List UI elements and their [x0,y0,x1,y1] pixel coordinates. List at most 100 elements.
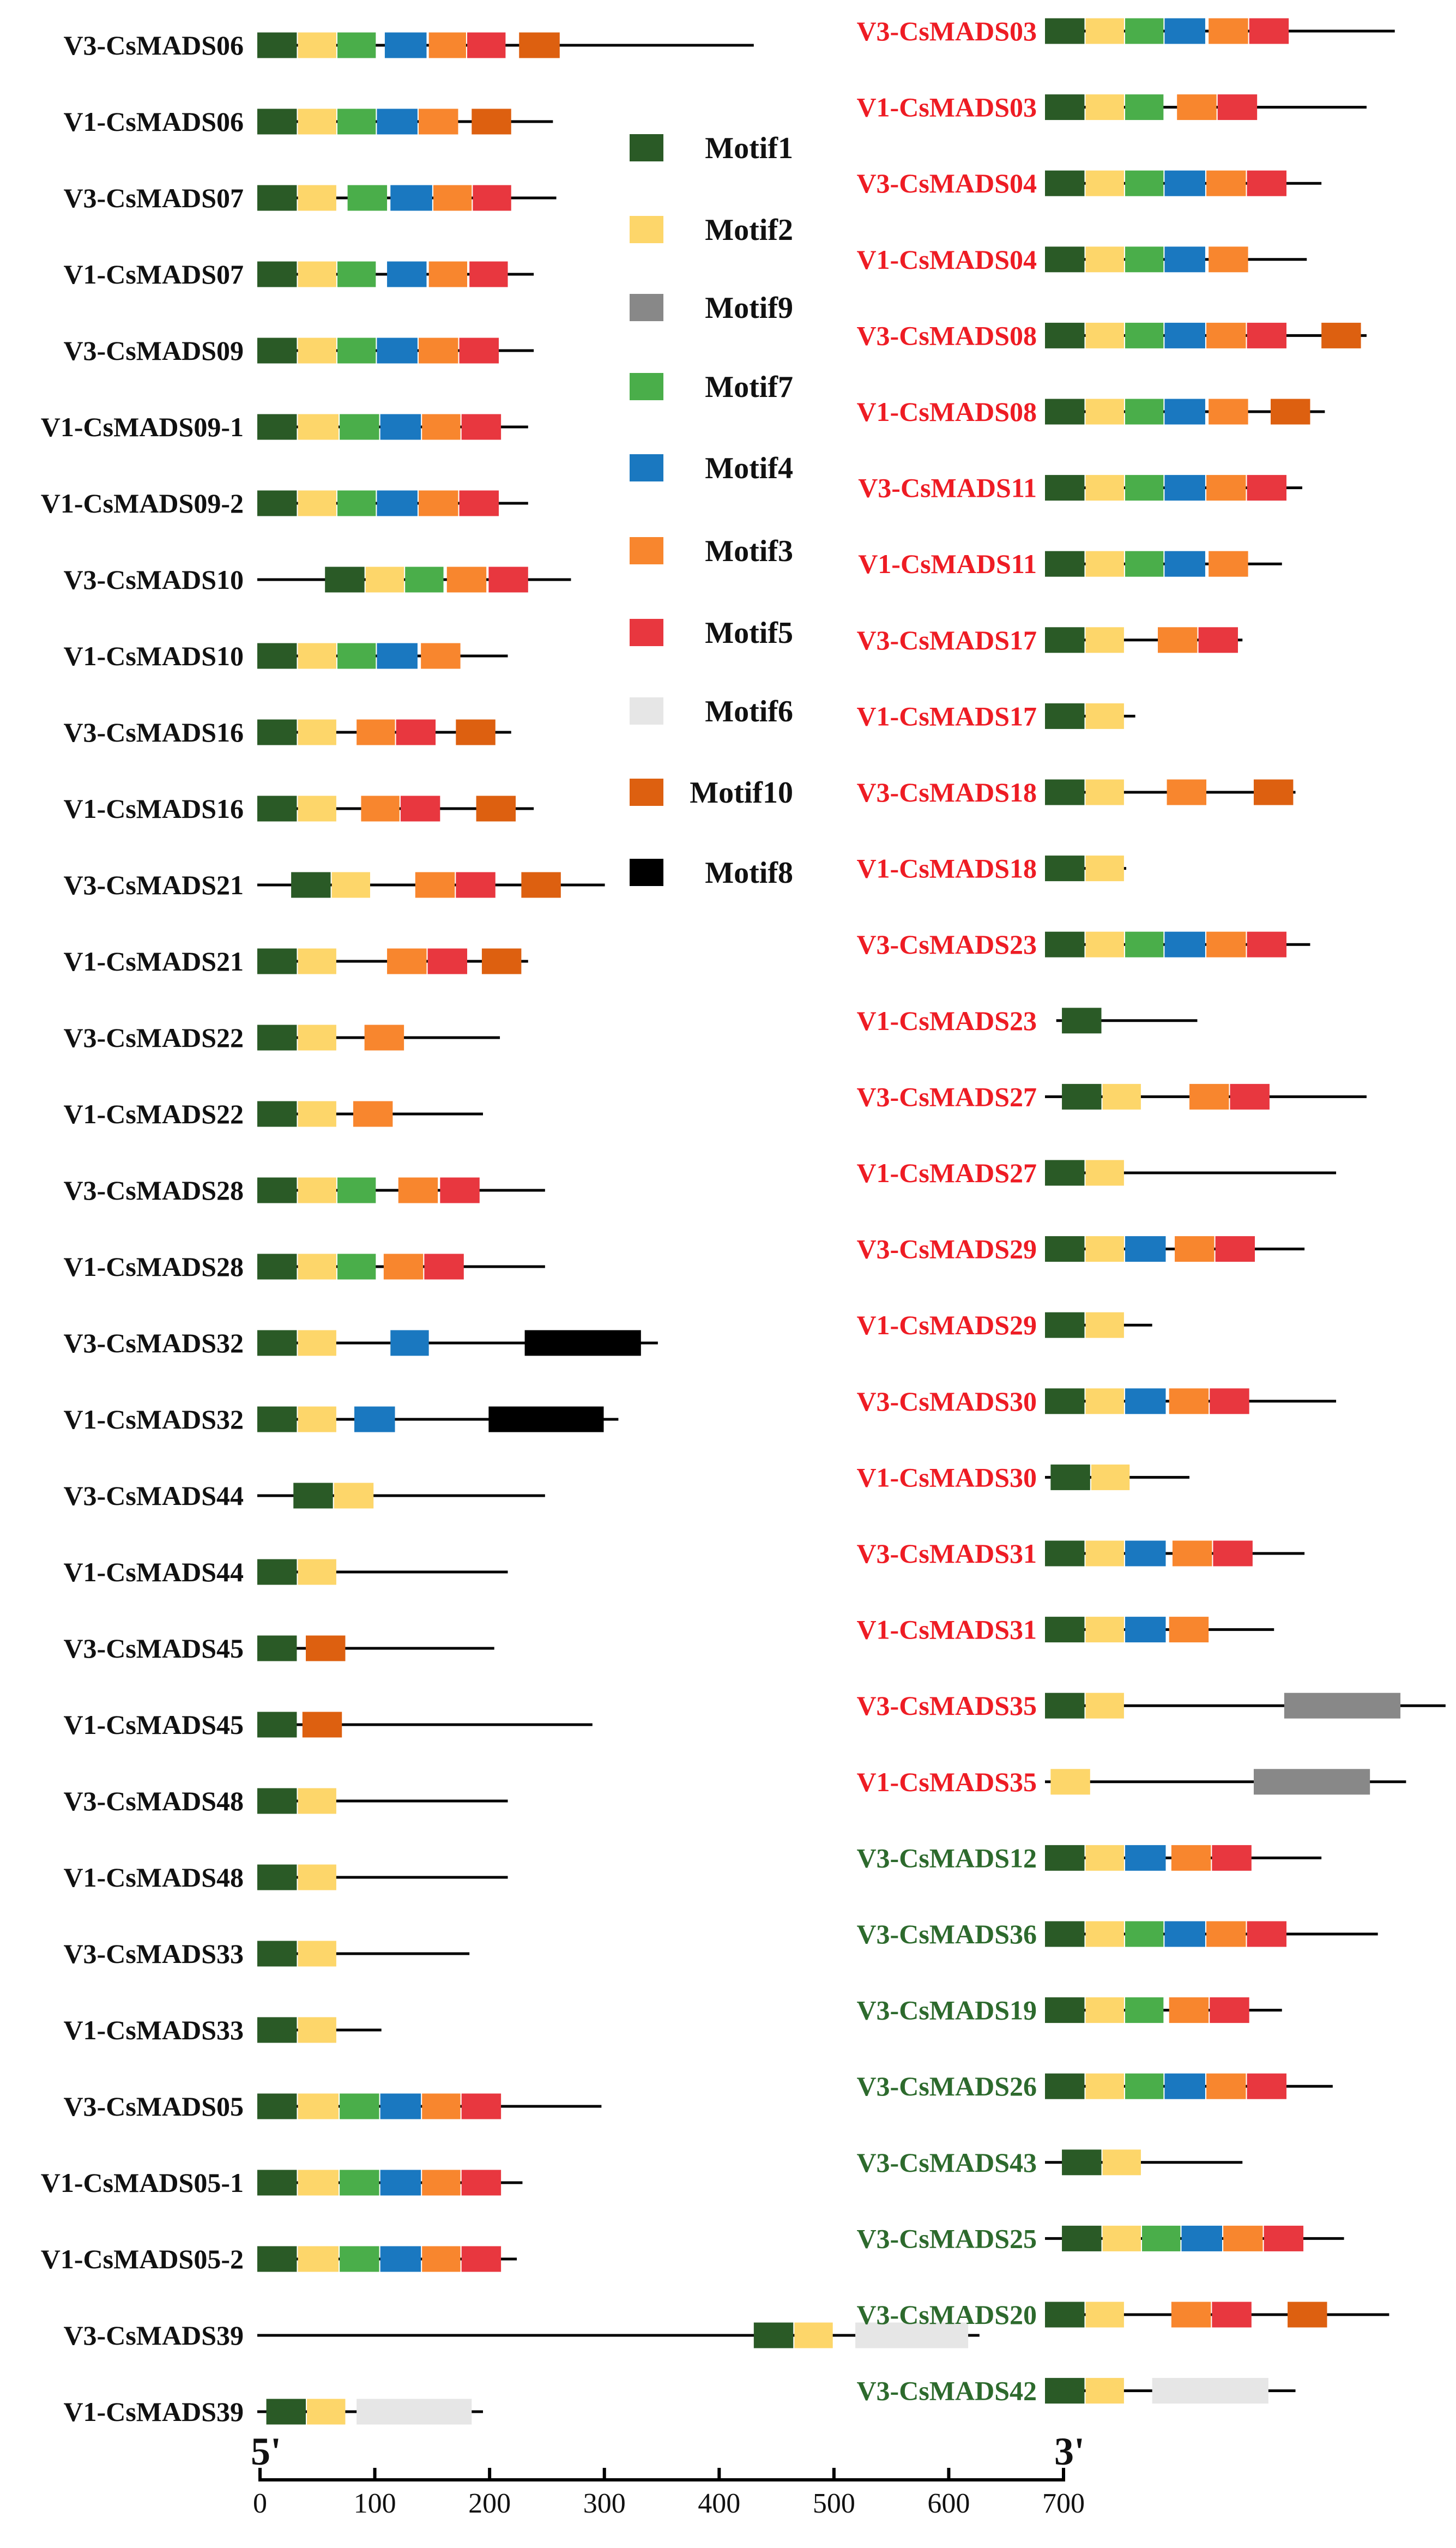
axis-tick-label: 100 [354,2488,396,2519]
motif-box-m4 [377,338,418,364]
motif-box-m7 [1125,170,1164,196]
motif-box-m8 [524,1330,641,1356]
legend-item: Motif9 [630,291,793,325]
motif-box-m3 [1169,1388,1209,1414]
motif-box-m3 [1206,322,1246,348]
motif-box-m1 [257,185,297,211]
gene-row: V1-CsMADS39 [63,2396,483,2427]
legend-item: Motif2 [630,213,793,247]
motif-box-m1 [1045,170,1085,196]
gene-row: V3-CsMADS29 [856,1234,1305,1264]
gene-label: V1-CsMADS07 [63,259,244,290]
gene-row: V3-CsMADS31 [856,1538,1305,1569]
gene-row: V1-CsMADS09-1 [41,412,528,442]
legend-label: Motif1 [705,131,793,165]
motif-box-m2 [298,948,336,974]
gene-row: V1-CsMADS09-2 [41,488,528,519]
motif-box-m1 [1045,703,1085,729]
motif-box-m2 [1050,1769,1090,1795]
motif-box-m5 [427,948,468,974]
motif-box-m5 [1212,2302,1252,2328]
motif-box-m1 [257,796,297,822]
motif-box-m5 [469,261,508,287]
motif-box-m4 [1164,246,1205,273]
gene-row: V3-CsMADS03 [856,16,1395,46]
motif-box-m2 [1085,399,1124,425]
gene-row: V1-CsMADS30 [856,1462,1189,1492]
gene-label: V1-CsMADS22 [63,1099,244,1129]
gene-label: V3-CsMADS19 [856,1995,1037,2026]
motif-box-m5 [1230,1083,1270,1110]
scale-axis: 0 100 200 300 400 500 600 700 5' 3' [251,2430,1085,2519]
gene-label: V3-CsMADS28 [63,1175,244,1206]
motif-box-m3 [1206,931,1246,957]
legend-item: Motif6 [630,695,793,728]
motif-box-m4 [380,2246,421,2272]
motif-box-m2 [1085,1617,1124,1643]
axis-tick-label: 300 [583,2488,626,2519]
motif-box-m1 [1045,475,1085,501]
gene-row: V3-CsMADS30 [856,1386,1337,1417]
motif-box-m4 [1164,475,1205,501]
motif-box-m1 [1045,931,1085,957]
gene-label: V1-CsMADS18 [856,853,1037,884]
gene-row: V1-CsMADS48 [63,1862,508,1893]
motif-box-m7 [340,2246,379,2272]
motif-box-m2 [1085,1236,1124,1262]
motif-box-m3 [446,567,487,593]
gene-label: V3-CsMADS05 [63,2091,244,2122]
motif-box-m5 [1215,1236,1255,1262]
motif-box-m2 [298,185,336,211]
motif-box-m5 [1264,2225,1304,2251]
motif-box-m2 [1085,1540,1124,1567]
gene-row: V3-CsMADS11 [858,473,1302,503]
motif-box-m3 [1177,94,1217,121]
motif-box-m2 [1091,1464,1130,1490]
motif-box-m1 [1045,246,1085,273]
gene-row: V3-CsMADS35 [856,1690,1446,1721]
motif-box-m7 [337,109,376,135]
motif-box-m6 [1152,2378,1268,2404]
motif-box-m2 [298,109,336,135]
gene-row: V1-CsMADS32 [63,1404,619,1435]
gene-label: V3-CsMADS22 [63,1022,244,1053]
gene-row: V3-CsMADS25 [856,2223,1344,2254]
motif-box-m1 [257,1025,297,1051]
motif-box-m7 [1125,551,1164,577]
motif-box-m10 [476,796,516,822]
motif-box-m7 [1125,322,1164,348]
gene-row: V3-CsMADS26 [856,2071,1333,2101]
motif-box-m1 [257,1635,297,1661]
legend-label: Motif6 [705,695,793,728]
gene-row: V3-CsMADS32 [63,1328,658,1358]
motif-box-m5 [488,567,528,593]
gene-row: V3-CsMADS18 [856,777,1296,808]
motif-box-m7 [340,2170,379,2196]
legend-label: Motif2 [705,213,793,247]
gene-row: V3-CsMADS27 [856,1081,1367,1112]
motif-box-m1 [257,719,297,745]
motif-box-m1 [257,2017,297,2043]
axis-tick-label: 200 [468,2488,511,2519]
gene-row: V1-CsMADS06 [63,106,553,137]
motif-box-m2 [1085,779,1124,805]
motif-box-m3 [383,1254,424,1280]
motif-box-m1 [1045,627,1085,653]
motif-box-m2 [331,872,370,898]
gene-label: V1-CsMADS10 [63,641,244,671]
gene-row: V1-CsMADS28 [63,1251,545,1282]
gene-row: V3-CsMADS12 [856,1842,1322,1873]
motif-box-m3 [1175,1236,1215,1262]
gene-row: V3-CsMADS20 [856,2299,1389,2330]
motif-box-m3 [1223,2225,1263,2251]
motif-box-m5 [461,2093,502,2119]
motif-box-m1 [257,261,297,287]
motif-box-m9 [1284,1692,1401,1719]
motif-box-m2 [307,2399,346,2425]
motif-box-m2 [298,1864,336,1890]
motif-box-m5 [456,872,496,898]
motif-box-m1 [257,338,297,364]
motif-box-m4 [1164,551,1205,577]
gene-row: V3-CsMADS44 [63,1480,545,1511]
gene-row: V1-CsMADS05-1 [41,2167,523,2198]
